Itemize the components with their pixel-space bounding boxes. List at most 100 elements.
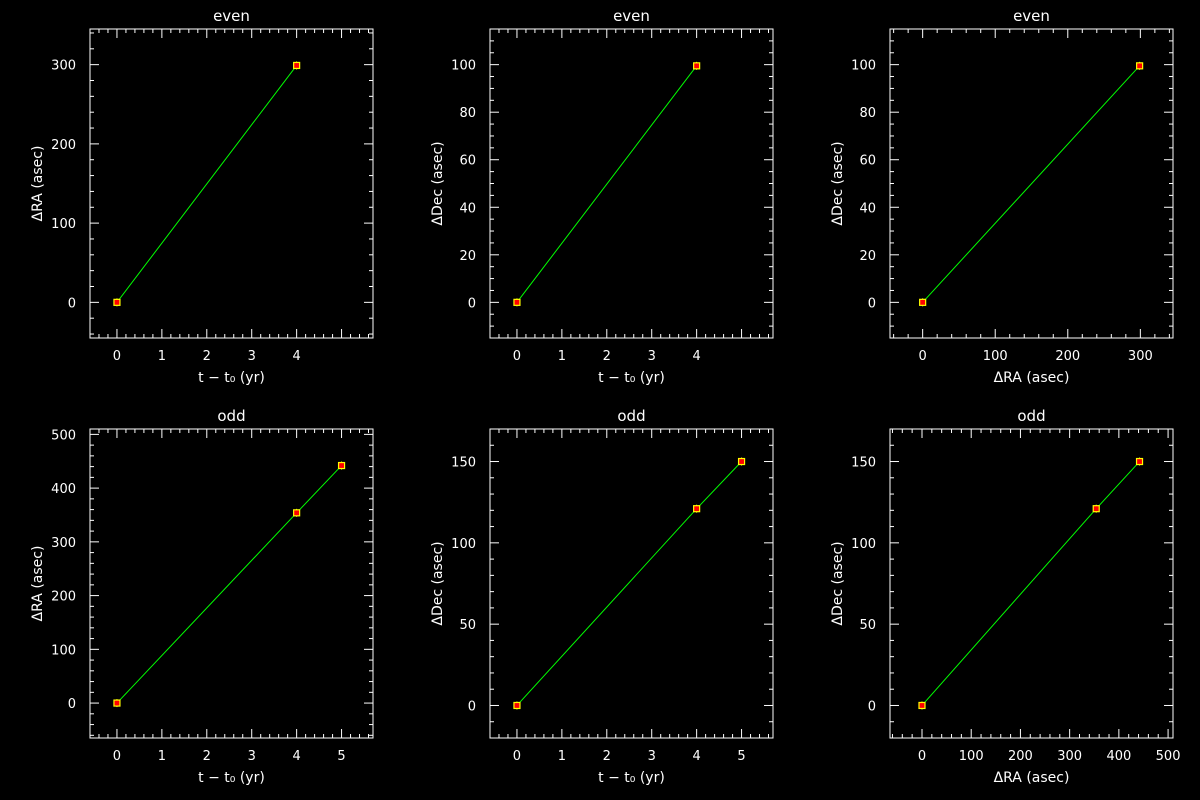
x-tick-label: 100 (983, 349, 1008, 364)
y-axis-label: ΔRA (asec) (30, 546, 46, 622)
fit-line (116, 65, 298, 303)
y-tick-label: 100 (451, 59, 476, 74)
x-axis-label: ΔRA (asec) (994, 770, 1070, 786)
x-tick-label: 2 (203, 749, 211, 764)
x-tick-label: 1 (558, 349, 566, 364)
fit-line (516, 65, 698, 303)
y-axis-label: ΔDec (asec) (430, 541, 446, 625)
chart-panel-1: 0 1 2 3 4 0 100 200 300 even t − t₀ (yr) ΔRA (asec) (30, 7, 374, 386)
y-tick-label: 100 (51, 643, 76, 658)
y-tick-label: 40 (859, 201, 876, 216)
y-tick-label: 500 (51, 428, 76, 443)
data-point (919, 298, 927, 306)
y-tick-label: 0 (468, 296, 476, 311)
x-tick-label: 200 (1008, 749, 1033, 764)
data-point (337, 461, 346, 470)
y-axis-label: ΔDec (asec) (830, 541, 846, 625)
x-tick-label: 4 (292, 349, 300, 364)
x-tick-label: 5 (737, 749, 745, 764)
data-point (513, 298, 521, 306)
x-tick-label: 3 (648, 749, 656, 764)
y-tick-label: 50 (459, 618, 476, 633)
x-tick-label: 300 (1057, 749, 1082, 764)
chart-panel-4: 0 1 2 3 4 5 0 100 200 300 400 500 odd t − t₀ (yr) ΔRA … (30, 407, 374, 786)
x-tick-label: 4 (692, 349, 700, 364)
x-axis-label: t − t₀ (yr) (598, 370, 665, 386)
x-tick-label: 5 (337, 749, 345, 764)
x-tick-label: 3 (248, 749, 256, 764)
x-tick-label: 0 (113, 749, 121, 764)
y-tick-label: 0 (868, 699, 876, 714)
y-tick-label: 300 (51, 59, 76, 74)
y-tick-label: 80 (459, 106, 476, 121)
y-tick-label: 60 (459, 154, 476, 169)
x-tick-label: 0 (513, 749, 521, 764)
y-tick-label: 40 (459, 201, 476, 216)
x-tick-label: 0 (918, 749, 926, 764)
fit-line (921, 461, 1140, 706)
y-tick-label: 200 (51, 138, 76, 153)
x-tick-label: 1 (158, 749, 166, 764)
x-axis-label: t − t₀ (yr) (198, 770, 265, 786)
data-point (693, 62, 701, 70)
x-tick-label: 3 (648, 349, 656, 364)
x-tick-label: 2 (203, 349, 211, 364)
x-tick-label: 400 (1106, 749, 1131, 764)
fit-line (922, 65, 1140, 303)
data-point (1092, 505, 1100, 513)
x-tick-label: 3 (248, 349, 256, 364)
data-point (113, 298, 121, 306)
fit-line (516, 461, 742, 706)
y-axis-label: ΔDec (asec) (830, 141, 846, 225)
plot-frame (489, 428, 774, 739)
y-axis-label: ΔDec (asec) (430, 141, 446, 225)
fit-line (116, 465, 342, 704)
panel-title: odd (617, 407, 645, 425)
y-tick-label: 0 (468, 699, 476, 714)
panel-title: even (1013, 7, 1050, 25)
y-tick-label: 300 (51, 536, 76, 551)
data-point (1135, 457, 1144, 466)
x-tick-label: 200 (1055, 349, 1080, 364)
panel-title: odd (1017, 407, 1045, 425)
data-point (737, 457, 746, 466)
data-point (293, 509, 301, 517)
x-tick-label: 1 (558, 749, 566, 764)
y-tick-label: 150 (851, 456, 876, 471)
chart-panel-6: 0 100 200 300 400 500 0 50 100 150 odd ΔRA (asec) ΔD… (830, 407, 1180, 786)
data-point (513, 701, 521, 710)
x-tick-label: 0 (113, 349, 121, 364)
x-tick-label: 2 (603, 749, 611, 764)
y-tick-label: 200 (51, 590, 76, 605)
y-axis-label: ΔRA (asec) (30, 146, 46, 222)
y-tick-label: 100 (451, 537, 476, 552)
y-tick-label: 0 (68, 697, 76, 712)
y-tick-label: 60 (859, 154, 876, 169)
y-tick-label: 0 (868, 296, 876, 311)
data-point (113, 699, 121, 707)
panel-title: even (213, 7, 250, 25)
plot-frame (889, 428, 1174, 739)
x-tick-label: 4 (692, 749, 700, 764)
y-tick-label: 0 (68, 296, 76, 311)
x-tick-label: 100 (959, 749, 984, 764)
y-tick-label: 100 (51, 217, 76, 232)
plot-frame (89, 28, 374, 339)
x-axis-label: ΔRA (asec) (994, 370, 1070, 386)
panel-title: even (613, 7, 650, 25)
plot-frame (489, 28, 774, 339)
x-tick-label: 300 (1128, 349, 1153, 364)
data-point (1136, 62, 1144, 70)
y-tick-label: 50 (859, 618, 876, 633)
x-tick-label: 0 (513, 349, 521, 364)
chart-panel-3: 0 100 200 300 0 20 40 60 80 100 even ΔRA (asec) ΔDec… (830, 7, 1174, 386)
y-tick-label: 100 (851, 537, 876, 552)
x-tick-label: 4 (292, 749, 300, 764)
y-tick-label: 150 (451, 456, 476, 471)
y-tick-label: 400 (51, 482, 76, 497)
x-tick-label: 1 (158, 349, 166, 364)
panel-title: odd (217, 407, 245, 425)
